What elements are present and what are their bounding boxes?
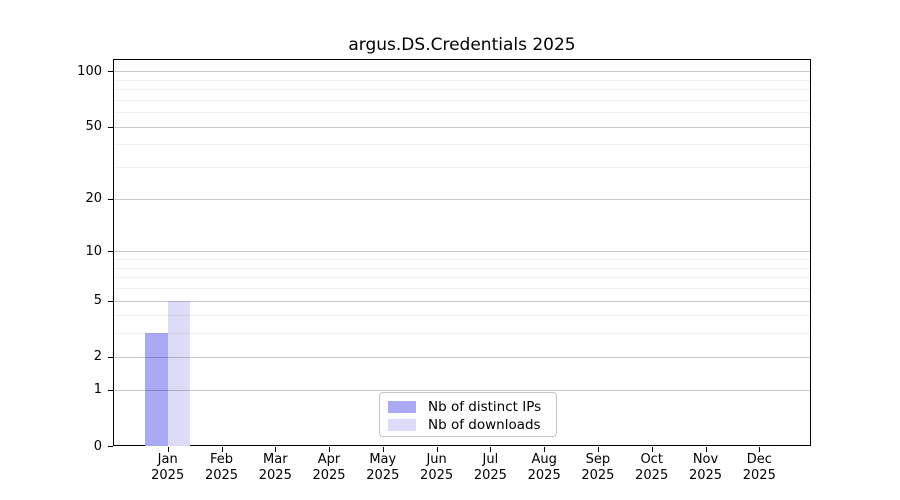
x-tick [759,447,761,452]
legend-swatch-distinct-ips [388,401,416,413]
x-tick [544,447,546,452]
x-tick [597,447,599,452]
y-gridline-minor [114,79,810,81]
y-gridline-major [114,356,810,358]
y-gridline-minor [114,144,810,146]
y-tick [108,356,113,358]
legend-label-downloads: Nb of downloads [428,417,541,433]
y-tick [108,198,113,200]
y-gridline-major [114,126,810,128]
legend-swatch-downloads [388,419,416,431]
x-tick-label: Aug 2025 [527,452,561,483]
x-tick-label: Jul 2025 [473,452,507,483]
x-tick [167,447,169,452]
y-gridline-major [114,251,810,253]
y-gridline-minor [114,267,810,269]
x-tick-label: Dec 2025 [742,452,776,483]
y-gridline-minor [114,112,810,114]
x-tick-label: Sep 2025 [581,452,615,483]
y-gridline-minor [114,259,810,260]
legend-item-distinct-ips: Nb of distinct IPs [388,398,548,416]
x-tick-label: Nov 2025 [688,452,723,483]
y-tick-label: 1 [93,382,102,398]
y-tick [108,251,113,253]
plot-area: Nb of distinct IPs Nb of downloads 0 1 2 5 1… [77,59,811,483]
legend-item-downloads: Nb of downloads [388,416,548,434]
y-gridline-minor [114,288,810,289]
x-tick-label: Mar 2025 [258,452,292,483]
y-gridline-minor [114,99,810,101]
y-tick-label: 2 [93,349,102,365]
x-tick-label: Oct 2025 [635,452,669,483]
y-tick [108,446,113,447]
y-gridline-major [114,300,810,302]
y-tick [108,389,113,391]
legend-label-distinct-ips: Nb of distinct IPs [428,399,542,415]
y-tick [108,71,113,73]
y-gridline-minor [114,315,810,317]
legend: Nb of distinct IPs Nb of downloads [379,392,557,437]
y-tick-label: 20 [85,191,102,207]
x-tick-label: Jun 2025 [420,452,454,483]
y-tick-label: 50 [85,119,102,135]
y-gridline-major [114,198,810,200]
bar-distinct-ips [145,333,168,446]
x-tick-label: Apr 2025 [312,452,346,483]
y-gridline-minor [114,167,810,169]
x-tick-label: Jan 2025 [151,452,185,483]
y-tick-label: 100 [77,63,102,79]
y-tick-label: 0 [93,438,102,454]
y-tick-label: 10 [85,243,102,259]
x-tick [490,447,492,452]
bar-downloads [167,300,191,446]
y-gridline-major [114,71,810,73]
y-gridline-minor [114,333,810,335]
y-gridline-major [114,389,810,391]
x-tick [329,447,330,452]
x-tick [651,447,653,452]
y-tick [108,126,113,128]
x-tick [705,447,707,452]
y-tick [108,300,113,302]
y-gridline-minor [114,277,810,279]
x-tick [221,447,223,452]
x-tick-label: Feb 2025 [204,452,239,483]
y-gridline-minor [114,89,810,91]
x-tick [275,447,277,452]
chart-title: argus.DS.Credentials 2025 [348,35,576,55]
x-tick [436,447,438,452]
x-tick-label: May 2025 [366,452,400,483]
y-tick-label: 5 [93,293,102,308]
x-tick [382,447,384,452]
